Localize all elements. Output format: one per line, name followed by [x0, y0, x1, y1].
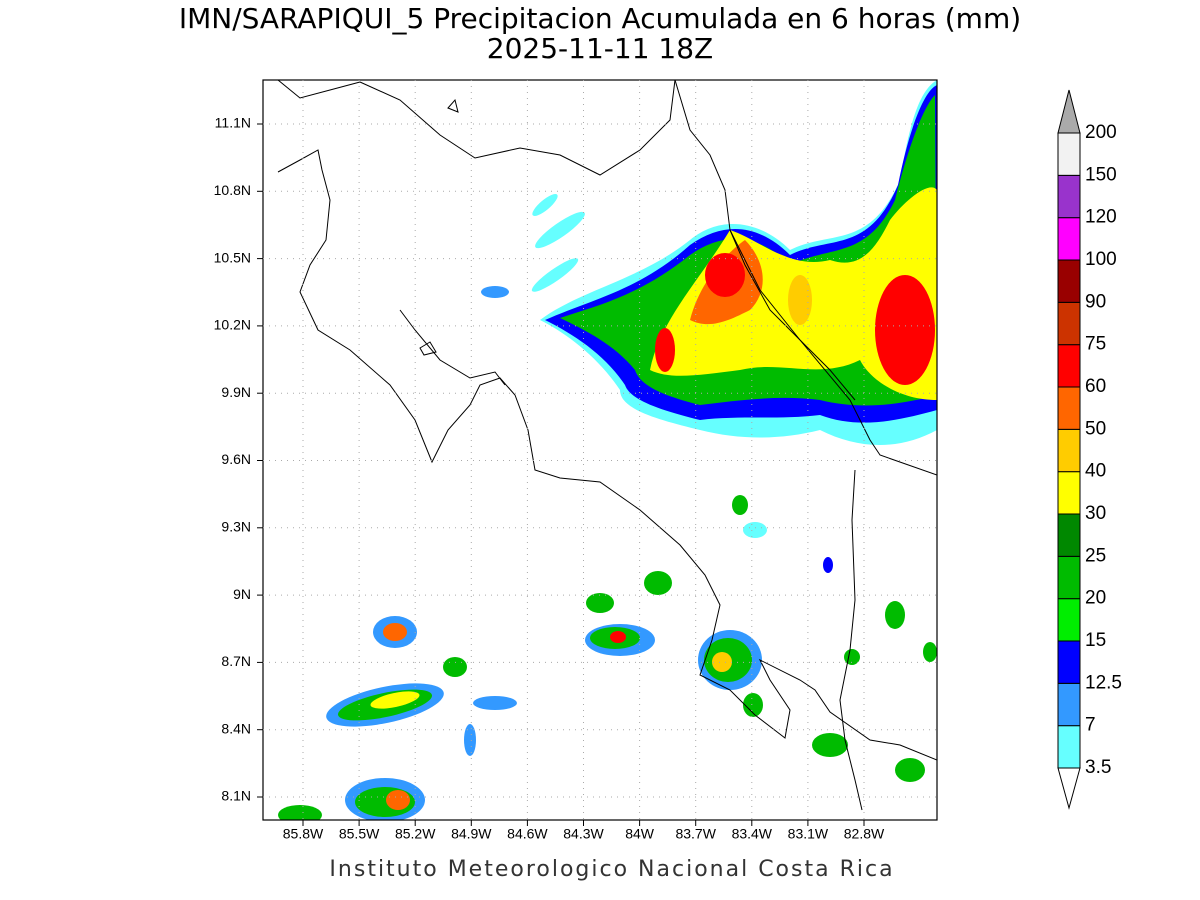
colorbar-box — [1057, 259, 1081, 303]
lat-label: 8.4N — [221, 720, 251, 736]
lat-label: 10.2N — [214, 317, 251, 333]
colorbar-box — [1057, 386, 1081, 430]
title: IMN/SARAPIQUI_5 Precipitacion Acumulada … — [179, 2, 1021, 35]
lon-label: 83.4W — [732, 826, 773, 842]
colorbar-box — [1057, 428, 1081, 473]
lat-label: 11.1N — [215, 115, 251, 131]
colorbar-box — [1057, 217, 1081, 261]
colorbar-label: 30 — [1085, 503, 1106, 524]
colorbar-box — [1057, 174, 1081, 219]
colorbar-box — [1057, 132, 1081, 176]
colorbar-label: 12.5 — [1085, 672, 1122, 693]
lat-label: 8.1N — [221, 788, 251, 804]
lat-label: 9N — [233, 586, 251, 602]
lon-label: 84.6W — [507, 826, 548, 842]
colorbar-label: 20 — [1085, 588, 1106, 609]
lat-label: 8.7N — [221, 653, 251, 669]
colorbar-label: 15 — [1085, 630, 1106, 651]
colorbar-box — [1057, 301, 1081, 346]
lat-label: 9.9N — [221, 384, 251, 400]
colorbar-label: 200 — [1085, 122, 1117, 143]
lon-label: 84W — [625, 826, 655, 842]
colorbar-above — [1057, 89, 1081, 134]
footer: Instituto Meteorologico Nacional Costa R… — [329, 857, 894, 882]
lat-label: 10.5N — [214, 249, 251, 265]
map-frame — [262, 79, 938, 821]
colorbar-box — [1057, 640, 1081, 684]
subtitle: 2025-11-11 18Z — [487, 32, 713, 65]
lon-label: 85.2W — [395, 826, 436, 842]
colorbar-box — [1057, 513, 1081, 557]
colorbar-label: 90 — [1085, 291, 1106, 312]
colorbar-label: 120 — [1085, 207, 1117, 228]
lat-label: 10.8N — [214, 182, 251, 198]
lon-label: 85.8W — [283, 826, 324, 842]
colorbar-label: 7 — [1085, 715, 1096, 736]
lon-label: 82.8W — [844, 826, 885, 842]
colorbar-label: 150 — [1085, 164, 1117, 185]
colorbar-label: 3.5 — [1085, 757, 1111, 778]
colorbar-label: 25 — [1085, 545, 1106, 566]
colorbar-box — [1057, 471, 1081, 515]
lon-label: 83.1W — [788, 826, 829, 842]
colorbar-box — [1057, 344, 1081, 388]
colorbar-label: 100 — [1085, 249, 1117, 270]
colorbar-box — [1057, 725, 1081, 769]
lat-label: 9.6N — [221, 451, 251, 467]
lon-label: 84.3W — [563, 826, 604, 842]
lon-label: 84.9W — [451, 826, 492, 842]
lat-label: 9.3N — [221, 519, 251, 535]
colorbar-box — [1057, 555, 1081, 600]
colorbar-label: 40 — [1085, 461, 1106, 482]
colorbar-label: 50 — [1085, 418, 1106, 439]
colorbar-label: 75 — [1085, 334, 1106, 355]
lon-label: 83.7W — [675, 826, 716, 842]
lon-label: 85.5W — [339, 826, 380, 842]
colorbar-box — [1057, 598, 1081, 642]
colorbar-below — [1057, 767, 1081, 810]
colorbar-box — [1057, 682, 1081, 727]
precipitation-field — [277, 80, 937, 820]
colorbar-label: 60 — [1085, 376, 1106, 397]
